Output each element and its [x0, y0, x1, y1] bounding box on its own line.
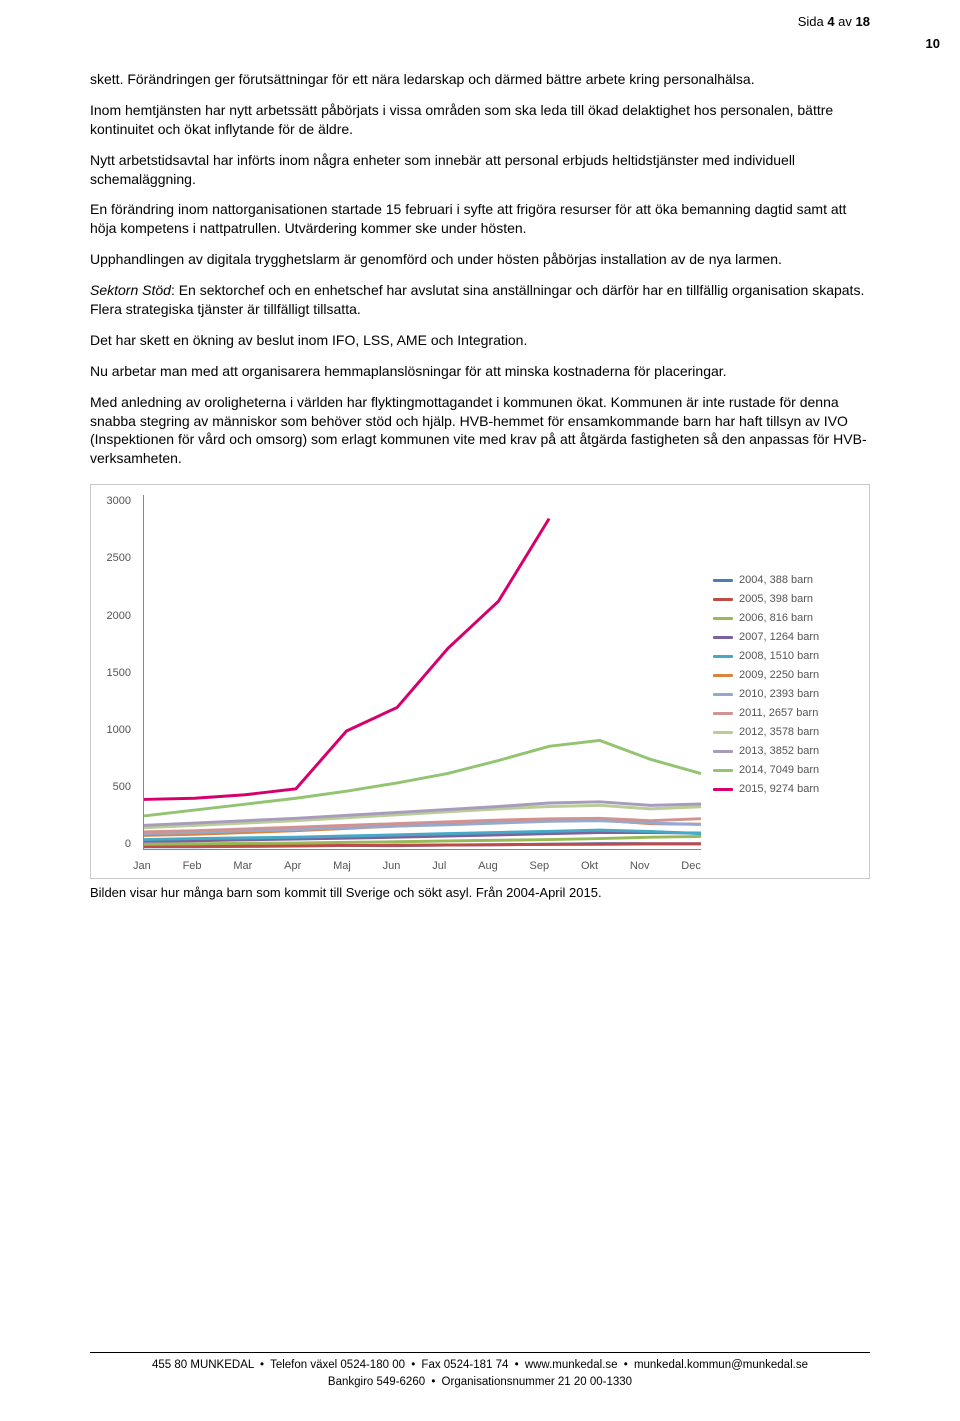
legend-label: 2009, 2250 barn [739, 669, 819, 681]
separator-bullet: • [428, 1376, 438, 1388]
corner-page-number: 10 [926, 36, 940, 51]
legend-label: 2004, 388 barn [739, 574, 813, 586]
paragraph: Inom hemtjänsten har nytt arbetssätt påb… [90, 101, 870, 139]
y-axis-labels: 3000 2500 2000 1500 1000 500 0 [97, 495, 131, 850]
separator-bullet: • [512, 1359, 522, 1371]
page-mid: av [835, 14, 856, 29]
chart-series-line [144, 741, 701, 817]
x-tick-label: Sep [530, 860, 550, 872]
y-tick-label: 2500 [107, 552, 131, 564]
legend-item: 2005, 398 barn [713, 593, 859, 605]
footer-email: munkedal.kommun@munkedal.se [634, 1359, 808, 1371]
x-tick-label: Aug [478, 860, 498, 872]
footer-bankgiro: Bankgiro 549-6260 [328, 1376, 425, 1388]
legend-swatch [713, 731, 733, 735]
legend-swatch [713, 636, 733, 640]
legend-swatch [713, 788, 733, 792]
legend-label: 2007, 1264 barn [739, 631, 819, 643]
legend-swatch [713, 598, 733, 602]
legend-item: 2012, 3578 barn [713, 726, 859, 738]
footer-fax: Fax 0524-181 74 [421, 1359, 508, 1371]
legend-item: 2011, 2657 barn [713, 707, 859, 719]
x-tick-label: Jun [383, 860, 401, 872]
legend-label: 2015, 9274 barn [739, 783, 819, 795]
footer-line-1: 455 80 MUNKEDAL • Telefon växel 0524-180… [90, 1357, 870, 1374]
separator-bullet: • [621, 1359, 631, 1371]
x-tick-label: Dec [681, 860, 701, 872]
x-tick-label: Mar [233, 860, 252, 872]
legend-swatch [713, 712, 733, 716]
x-tick-label: Apr [284, 860, 301, 872]
legend-item: 2006, 816 barn [713, 612, 859, 624]
legend-label: 2008, 1510 barn [739, 650, 819, 662]
chart-svg [144, 495, 701, 849]
paragraph: Sektorn Stöd: En sektorchef och en enhet… [90, 281, 870, 319]
footer-line-2: Bankgiro 549-6260 • Organisationsnummer … [90, 1374, 870, 1391]
paragraph: Med anledning av oroligheterna i världen… [90, 393, 870, 469]
paragraph: Nytt arbetstidsavtal har införts inom nå… [90, 151, 870, 189]
x-axis-labels: Jan Feb Mar Apr Maj Jun Jul Aug Sep Okt Nov Dec [133, 860, 701, 872]
legend-label: 2005, 398 barn [739, 593, 813, 605]
legend-label: 2006, 816 barn [739, 612, 813, 624]
separator-bullet: • [408, 1359, 418, 1371]
legend-label: 2011, 2657 barn [739, 707, 818, 719]
page-current: 4 [827, 14, 834, 29]
legend-item: 2008, 1510 barn [713, 650, 859, 662]
chart-series-line [144, 519, 549, 800]
section-label-italic: Sektorn Stöd [90, 282, 171, 298]
footer-web: www.munkedal.se [525, 1359, 618, 1371]
y-tick-label: 500 [113, 781, 131, 793]
chart-caption: Bilden visar hur många barn som kommit t… [90, 885, 870, 900]
x-tick-label: Jan [133, 860, 151, 872]
legend-label: 2014, 7049 barn [739, 764, 819, 776]
y-tick-label: 3000 [107, 495, 131, 507]
y-tick-label: 1500 [107, 667, 131, 679]
legend-item: 2007, 1264 barn [713, 631, 859, 643]
legend-swatch [713, 655, 733, 659]
x-tick-label: Jul [432, 860, 446, 872]
paragraph: En förändring inom nattorganisationen st… [90, 200, 870, 238]
footer-phone: Telefon växel 0524-180 00 [270, 1359, 405, 1371]
body-text: skett. Förändringen ger förutsättningar … [90, 70, 870, 468]
legend-label: 2010, 2393 barn [739, 688, 819, 700]
paragraph: skett. Förändringen ger förutsättningar … [90, 70, 870, 89]
y-tick-label: 2000 [107, 610, 131, 622]
page-prefix: Sida [798, 14, 828, 29]
legend-item: 2015, 9274 barn [713, 783, 859, 795]
legend-swatch [713, 693, 733, 697]
legend-item: 2013, 3852 barn [713, 745, 859, 757]
legend-swatch [713, 579, 733, 583]
line-chart: 300025002000150010005000 2004, 388 barn2… [90, 484, 870, 879]
paragraph: Det har skett en ökning av beslut inom I… [90, 331, 870, 350]
legend-swatch [713, 769, 733, 773]
y-tick-label: 0 [125, 838, 131, 850]
legend-swatch [713, 750, 733, 754]
x-tick-label: Maj [333, 860, 351, 872]
x-tick-label: Feb [183, 860, 202, 872]
legend-item: 2014, 7049 barn [713, 764, 859, 776]
legend-item: 2004, 388 barn [713, 574, 859, 586]
legend-item: 2009, 2250 barn [713, 669, 859, 681]
footer-orgnr: Organisationsnummer 21 20 00-1330 [442, 1376, 633, 1388]
legend-label: 2013, 3852 barn [739, 745, 819, 757]
legend-label: 2012, 3578 barn [739, 726, 819, 738]
separator-bullet: • [257, 1359, 267, 1371]
paragraph: Upphandlingen av digitala trygghetslarm … [90, 250, 870, 269]
legend-swatch [713, 674, 733, 678]
x-tick-label: Okt [581, 860, 598, 872]
y-tick-label: 1000 [107, 724, 131, 736]
legend-swatch [713, 617, 733, 621]
legend-item: 2010, 2393 barn [713, 688, 859, 700]
page-total: 18 [856, 14, 870, 29]
page-header: Sida 4 av 18 [798, 14, 870, 29]
paragraph: Nu arbetar man med att organisarera hemm… [90, 362, 870, 381]
chart-plot-area [143, 495, 701, 850]
page-footer: 455 80 MUNKEDAL • Telefon växel 0524-180… [90, 1352, 870, 1392]
x-tick-label: Nov [630, 860, 650, 872]
chart-legend: 2004, 388 barn 2005, 398 barn 2006, 816 ba… [701, 495, 859, 874]
paragraph-text: : En sektorchef och en enhetschef har av… [90, 282, 864, 317]
footer-address: 455 80 MUNKEDAL [152, 1359, 254, 1371]
